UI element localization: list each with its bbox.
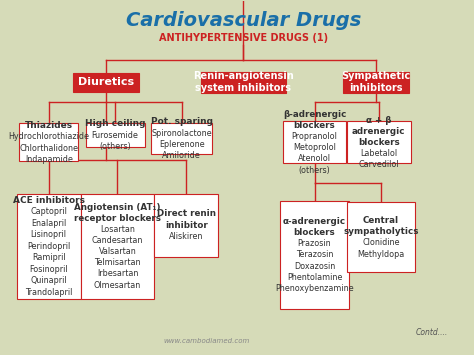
FancyBboxPatch shape — [81, 193, 154, 299]
Text: Phenoxybenzamine: Phenoxybenzamine — [275, 284, 354, 293]
Text: Perindopril: Perindopril — [27, 242, 70, 251]
FancyBboxPatch shape — [73, 73, 139, 92]
Text: adrenergic: adrenergic — [352, 127, 405, 136]
Text: Olmesartan: Olmesartan — [94, 280, 141, 290]
Text: receptor blockers: receptor blockers — [74, 214, 161, 223]
Text: β-adrenergic: β-adrenergic — [283, 110, 346, 119]
Text: Losartan: Losartan — [100, 225, 135, 234]
Text: Enalapril: Enalapril — [31, 219, 66, 228]
Text: Angiotensin (AT₁): Angiotensin (AT₁) — [74, 203, 161, 212]
Text: Cardiovascular Drugs: Cardiovascular Drugs — [126, 11, 361, 30]
Text: Contd....: Contd.... — [415, 328, 447, 337]
Text: (others): (others) — [99, 142, 131, 151]
Text: Trandolapril: Trandolapril — [25, 288, 73, 296]
Text: Labetalol: Labetalol — [360, 149, 397, 158]
FancyBboxPatch shape — [347, 121, 410, 163]
Text: Hydrochlorothiazide: Hydrochlorothiazide — [8, 132, 89, 141]
Text: Valsartan: Valsartan — [99, 247, 137, 256]
Text: Captopril: Captopril — [30, 207, 67, 216]
Text: Furosemide: Furosemide — [92, 131, 138, 140]
Text: Propranolol: Propranolol — [292, 132, 337, 141]
Text: Eplerenone: Eplerenone — [159, 140, 204, 149]
Text: Chlorthalidone: Chlorthalidone — [19, 143, 78, 153]
Text: Quinapril: Quinapril — [30, 276, 67, 285]
Text: Irbesartan: Irbesartan — [97, 269, 138, 278]
Text: Prazosin: Prazosin — [298, 239, 331, 248]
Text: Indapamide: Indapamide — [25, 155, 73, 164]
Text: inhibitor: inhibitor — [165, 220, 208, 230]
FancyBboxPatch shape — [347, 202, 415, 272]
Text: blockers: blockers — [293, 228, 336, 237]
Text: Lisinopril: Lisinopril — [31, 230, 67, 239]
Text: Spironolactone: Spironolactone — [151, 129, 212, 137]
Text: Aliskiren: Aliskiren — [169, 232, 203, 241]
Text: Terazosin: Terazosin — [296, 251, 333, 260]
Text: (others): (others) — [299, 165, 330, 175]
Text: Renin-angiotensin
system inhibitors: Renin-angiotensin system inhibitors — [193, 71, 294, 93]
Text: High ceiling: High ceiling — [85, 119, 146, 128]
FancyBboxPatch shape — [17, 193, 81, 299]
Text: Telmisartan: Telmisartan — [94, 258, 141, 267]
Text: sympatholytics: sympatholytics — [343, 227, 419, 236]
Text: Central: Central — [363, 216, 399, 225]
FancyBboxPatch shape — [201, 72, 286, 93]
FancyBboxPatch shape — [343, 72, 410, 93]
FancyBboxPatch shape — [19, 123, 78, 162]
Text: ANTIHYPERTENSIVE DRUGS (1): ANTIHYPERTENSIVE DRUGS (1) — [159, 33, 328, 43]
Text: Metoprolol: Metoprolol — [293, 143, 336, 152]
Text: Sympathetic
inhibitors: Sympathetic inhibitors — [342, 71, 411, 93]
Text: Ramipril: Ramipril — [32, 253, 65, 262]
FancyBboxPatch shape — [283, 121, 346, 163]
Text: blockers: blockers — [293, 121, 336, 130]
Text: www.cambodiamed.com: www.cambodiamed.com — [164, 338, 250, 344]
FancyBboxPatch shape — [151, 123, 212, 154]
Text: Methyldopa: Methyldopa — [357, 250, 405, 258]
Text: blockers: blockers — [358, 138, 400, 147]
FancyBboxPatch shape — [280, 201, 349, 308]
Text: Amiloride: Amiloride — [162, 152, 201, 160]
Text: Phentolamine: Phentolamine — [287, 273, 342, 282]
FancyBboxPatch shape — [86, 123, 145, 147]
Text: ACE inhibitors: ACE inhibitors — [13, 196, 85, 205]
FancyBboxPatch shape — [155, 193, 218, 257]
Text: α-adrenergic: α-adrenergic — [283, 217, 346, 226]
Text: Candesartan: Candesartan — [92, 236, 143, 245]
Text: Clonidine: Clonidine — [362, 239, 400, 247]
Text: Direct renin: Direct renin — [157, 209, 216, 218]
Bar — [14, 1, 473, 47]
Text: Pot. sparing: Pot. sparing — [151, 117, 213, 126]
Text: Thiazides: Thiazides — [25, 121, 73, 130]
Text: Fosinopril: Fosinopril — [29, 264, 68, 274]
Text: Doxazosin: Doxazosin — [294, 262, 335, 271]
Text: α + β: α + β — [366, 116, 392, 125]
Text: Carvedilol: Carvedilol — [358, 160, 399, 169]
Text: Atenolol: Atenolol — [298, 154, 331, 163]
Text: Diuretics: Diuretics — [78, 77, 134, 87]
